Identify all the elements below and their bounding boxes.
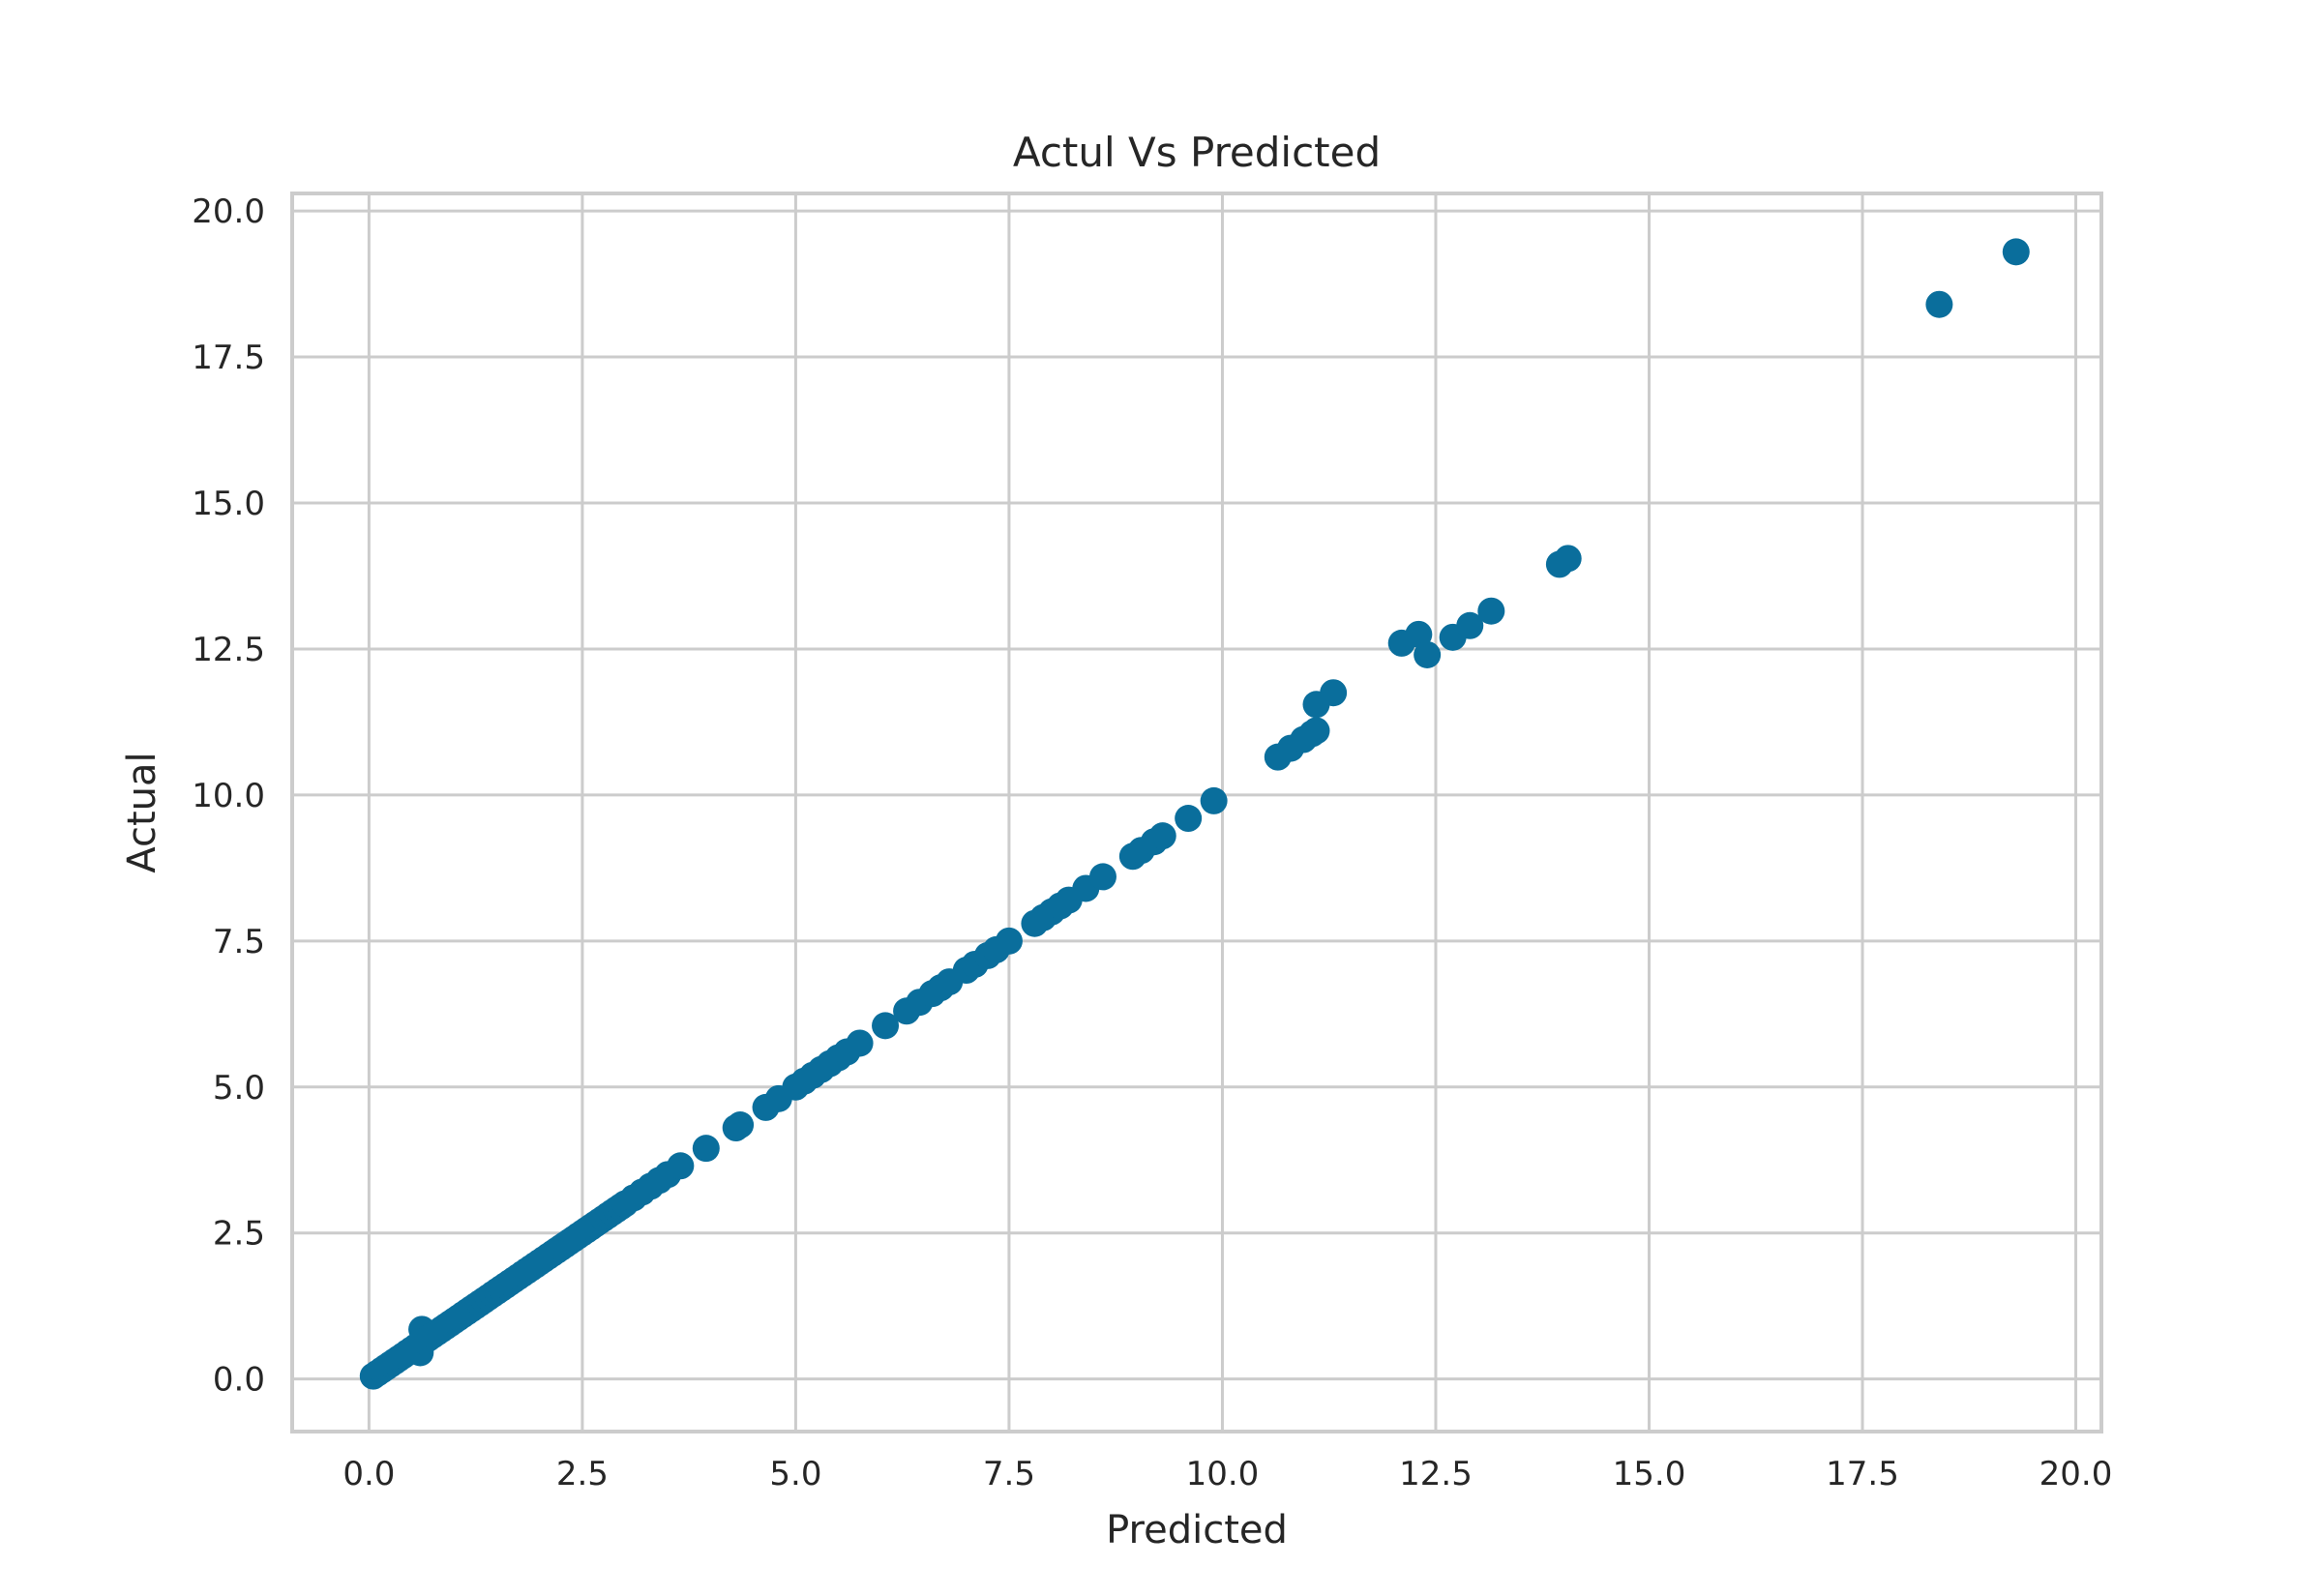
data-point (872, 1012, 900, 1040)
data-point (1302, 717, 1330, 745)
x-tick-label: 0.0 (342, 1455, 395, 1493)
y-tick-label: 15.0 (192, 485, 265, 523)
data-point (2002, 238, 2030, 266)
y-tick-label: 2.5 (213, 1215, 265, 1254)
grid-lines (292, 193, 2101, 1432)
x-tick-label: 15.0 (1613, 1455, 1686, 1493)
y-tick-label: 7.5 (213, 923, 265, 961)
y-tick-label: 17.5 (192, 339, 265, 377)
x-tick-label: 10.0 (1186, 1455, 1260, 1493)
x-tick-label: 2.5 (556, 1455, 609, 1493)
data-point (995, 927, 1023, 955)
y-tick-label: 20.0 (192, 192, 265, 231)
y-axis-title: Actual (120, 752, 164, 872)
data-point (1320, 679, 1348, 707)
data-point (1200, 786, 1228, 814)
data-point (1088, 863, 1116, 891)
data-point (1405, 620, 1433, 648)
data-point (692, 1135, 720, 1163)
data-point (846, 1029, 874, 1057)
y-tick-labels: 0.0 2.5 5.0 7.5 10.0 12.5 15.0 17.5 20.0 (192, 192, 265, 1400)
x-tick-labels: 0.0 2.5 5.0 7.5 10.0 12.5 15.0 17.5 20.0 (342, 1455, 2112, 1493)
x-tick-label: 7.5 (983, 1455, 1035, 1493)
data-point (1148, 822, 1176, 850)
x-tick-label: 12.5 (1399, 1455, 1473, 1493)
chart-title: Actul Vs Predicted (1013, 129, 1381, 176)
data-point (1477, 597, 1505, 625)
x-axis-title: Predicted (1106, 1508, 1288, 1552)
x-tick-label: 17.5 (1826, 1455, 1899, 1493)
data-point (1414, 640, 1442, 668)
data-point (1925, 290, 1953, 318)
data-point (1175, 805, 1203, 833)
x-tick-label: 20.0 (2039, 1455, 2113, 1493)
y-tick-label: 5.0 (213, 1069, 265, 1108)
data-point (1554, 545, 1582, 573)
y-tick-label: 0.0 (213, 1361, 265, 1400)
y-tick-label: 10.0 (192, 777, 265, 815)
data-points (359, 238, 2030, 1390)
data-point (727, 1111, 755, 1139)
y-tick-label: 12.5 (192, 631, 265, 669)
x-tick-label: 5.0 (769, 1455, 821, 1493)
data-point (667, 1152, 695, 1180)
data-point (1456, 611, 1484, 639)
